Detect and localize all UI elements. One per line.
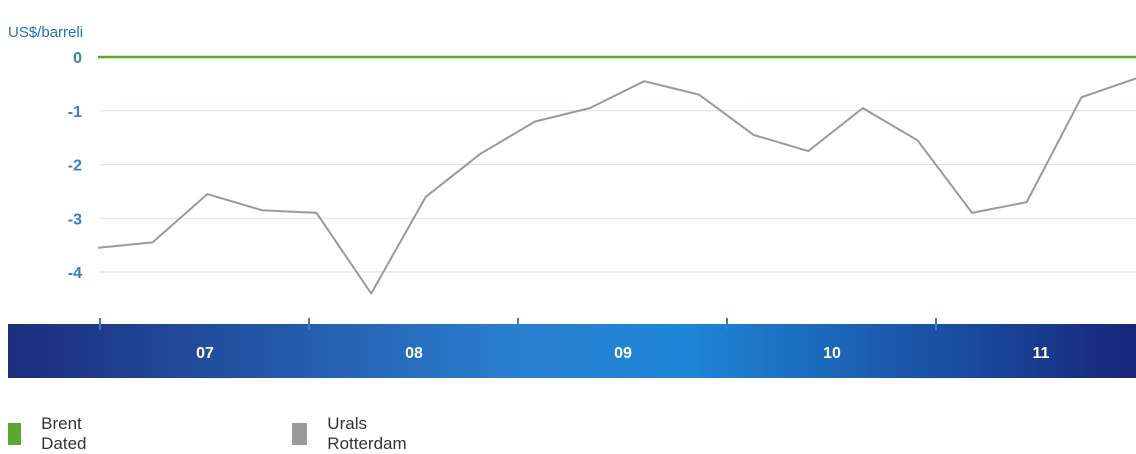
- x-tick-label-09: 09: [614, 345, 632, 362]
- x-tick-label-10: 10: [823, 345, 841, 362]
- legend-swatch-brent: [8, 423, 22, 445]
- legend-label-brent: Brent Dated: [41, 414, 87, 453]
- y-tick-0: 0: [73, 50, 82, 67]
- y-tick-labels: 0 -1 -2 -3 -4: [68, 50, 82, 282]
- chart-svg: US$/barreli 0 -1 -2 -3 -4 07 08 09 10 11: [8, 24, 1136, 378]
- x-tick-label-07: 07: [196, 345, 214, 362]
- x-axis-band: [8, 324, 1136, 378]
- x-tick-label-11: 11: [1033, 345, 1050, 362]
- y-tick-3: -3: [68, 211, 82, 228]
- x-axis-ticks: 07 08 09 10 11: [99, 318, 1050, 362]
- y-axis-unit-label: US$/barreli: [8, 24, 83, 41]
- legend-swatch-urals: [292, 423, 308, 445]
- series-urals-rotterdam: [97, 77, 1136, 295]
- series-line-1: [97, 77, 1136, 295]
- gridlines: [100, 110, 1136, 273]
- legend-item-brent: Brent Dated: [8, 414, 95, 454]
- x-tick-label-08: 08: [405, 345, 423, 362]
- legend-label-urals: Urals Rotterdam: [327, 414, 407, 453]
- legend-item-urals: Urals Rotterdam: [292, 414, 413, 454]
- y-tick-2: -2: [68, 158, 82, 175]
- y-tick-1: -1: [68, 104, 82, 121]
- y-tick-4: -4: [68, 265, 82, 282]
